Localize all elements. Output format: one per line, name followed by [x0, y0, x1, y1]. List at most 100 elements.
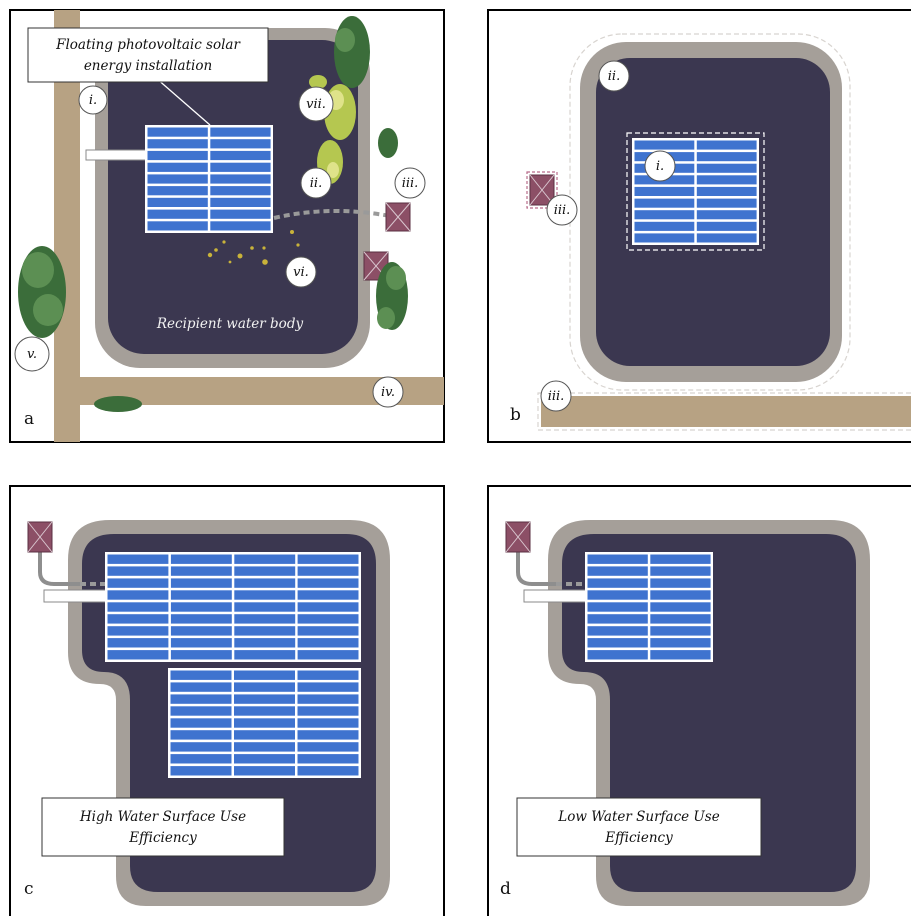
solar-panel-cell: [297, 638, 359, 648]
solar-panel-cell: [650, 638, 711, 648]
solar-panel-cell: [587, 650, 648, 660]
solar-panel-cell: [170, 682, 232, 692]
solar-panel-cell: [650, 614, 711, 624]
house-icon: [529, 174, 555, 206]
solar-panel-cell: [650, 602, 711, 612]
floating-solar-array-top: [105, 552, 361, 662]
pier: [523, 589, 589, 603]
house-outline: [526, 171, 558, 209]
house-icon: [385, 202, 411, 232]
solar-panel-cell: [170, 602, 232, 612]
trees-top-right-icon: [334, 16, 398, 158]
solar-panel-cell: [147, 221, 208, 231]
solar-panel-cell: [297, 730, 359, 740]
solar-panel-cell: [696, 163, 757, 173]
solar-panel-cell: [170, 554, 232, 564]
solar-panel-cell: [170, 578, 232, 588]
solar-panel-cell: [107, 638, 169, 648]
panel-letter-c: c: [24, 879, 34, 899]
solar-panel-cell: [234, 614, 296, 624]
solar-panel-cell: [210, 162, 271, 172]
power-cable: [273, 208, 391, 220]
solar-panel-cell: [297, 694, 359, 704]
solar-panel-cell: [696, 233, 757, 243]
floating-debris-icon: [207, 230, 300, 265]
efficiency-label-line-1: High Water Surface Use: [79, 809, 246, 825]
panel-d: Low Water Surface Use Efficiency d: [487, 485, 911, 916]
solar-panel-cell: [170, 614, 232, 624]
solar-panel-cell: [634, 198, 695, 208]
solar-panel-cell: [696, 198, 757, 208]
solar-panel-cell: [297, 602, 359, 612]
solar-panel-cell: [234, 730, 295, 740]
solar-panel-cell: [107, 566, 169, 576]
solar-panel-cell: [234, 694, 295, 704]
solar-panel-cell: [234, 706, 295, 716]
solar-panel-cell: [210, 186, 271, 196]
solar-panel-cell: [170, 754, 232, 764]
solar-panel-cell: [297, 718, 359, 728]
solar-panel-cell: [147, 174, 208, 184]
solar-panel-cell: [107, 626, 169, 636]
solar-panel-cell: [297, 670, 359, 680]
solar-panel-cell: [297, 626, 359, 636]
solar-panel-cell: [297, 614, 359, 624]
solar-panel-cell: [634, 210, 695, 220]
solar-panel-cell: [170, 638, 232, 648]
floating-solar-array: [145, 125, 273, 233]
panel-c: High Water Surface Use Efficiency c: [9, 485, 445, 916]
solar-panel-cell: [587, 590, 648, 600]
trees-right-icon: [376, 262, 408, 330]
solar-panel-cell: [234, 650, 296, 660]
callout-line-2: energy installation: [84, 58, 212, 74]
solar-panel-cell: [587, 602, 648, 612]
pier: [85, 149, 149, 161]
solar-panel-cell: [587, 614, 648, 624]
marker-vii: vii.: [306, 97, 326, 112]
solar-panel-cell: [107, 578, 169, 588]
solar-panel-cell: [210, 139, 271, 149]
solar-panel-cell: [234, 754, 295, 764]
efficiency-label-box: [41, 797, 285, 857]
marker-i: i.: [89, 93, 97, 108]
solar-panel-cell: [210, 127, 271, 137]
solar-panel-cell: [107, 590, 169, 600]
solar-panel-cell: [650, 578, 711, 588]
marker-ii: ii.: [608, 69, 620, 84]
solar-panel-cell: [634, 186, 695, 196]
solar-panel-cell: [170, 694, 232, 704]
solar-panel-cell: [234, 682, 295, 692]
panel-letter-b: b: [510, 405, 521, 425]
solar-panel-cell: [170, 566, 232, 576]
water-body-label: Recipient water body: [156, 316, 304, 332]
house-icon: [505, 521, 531, 553]
solar-panel-cell: [297, 706, 359, 716]
solar-panel-cell: [234, 718, 295, 728]
solar-panel-cell: [170, 718, 232, 728]
solar-panel-cell: [234, 638, 296, 648]
floating-solar-array-bottom: [168, 668, 361, 778]
solar-panel-cell: [297, 766, 359, 776]
solar-panel-cell: [234, 554, 296, 564]
marker-i: i.: [656, 159, 664, 174]
solar-panel-cell: [107, 614, 169, 624]
tree-bottom-icon: [94, 396, 142, 412]
efficiency-label-line-1: Low Water Surface Use: [557, 809, 719, 825]
solar-panel-cell: [634, 221, 695, 231]
efficiency-label-box: [516, 797, 762, 857]
solar-panel-cell: [210, 209, 271, 219]
solar-panel-cell: [170, 730, 232, 740]
solar-panel-cell: [650, 626, 711, 636]
solar-panel-cell: [234, 566, 296, 576]
efficiency-label-line-2: Efficiency: [604, 830, 673, 846]
solar-panel-cell: [650, 554, 711, 564]
solar-panel-cell: [650, 650, 711, 660]
solar-panel-cell: [170, 626, 232, 636]
solar-panel-cell: [147, 139, 208, 149]
marker-iii-road: iii.: [548, 389, 565, 404]
solar-panel-cell: [147, 197, 208, 207]
road-horizontal: [541, 396, 911, 427]
solar-panel-cell: [170, 650, 232, 660]
panel-a: Floating photovoltaic solar energy insta…: [9, 9, 445, 443]
